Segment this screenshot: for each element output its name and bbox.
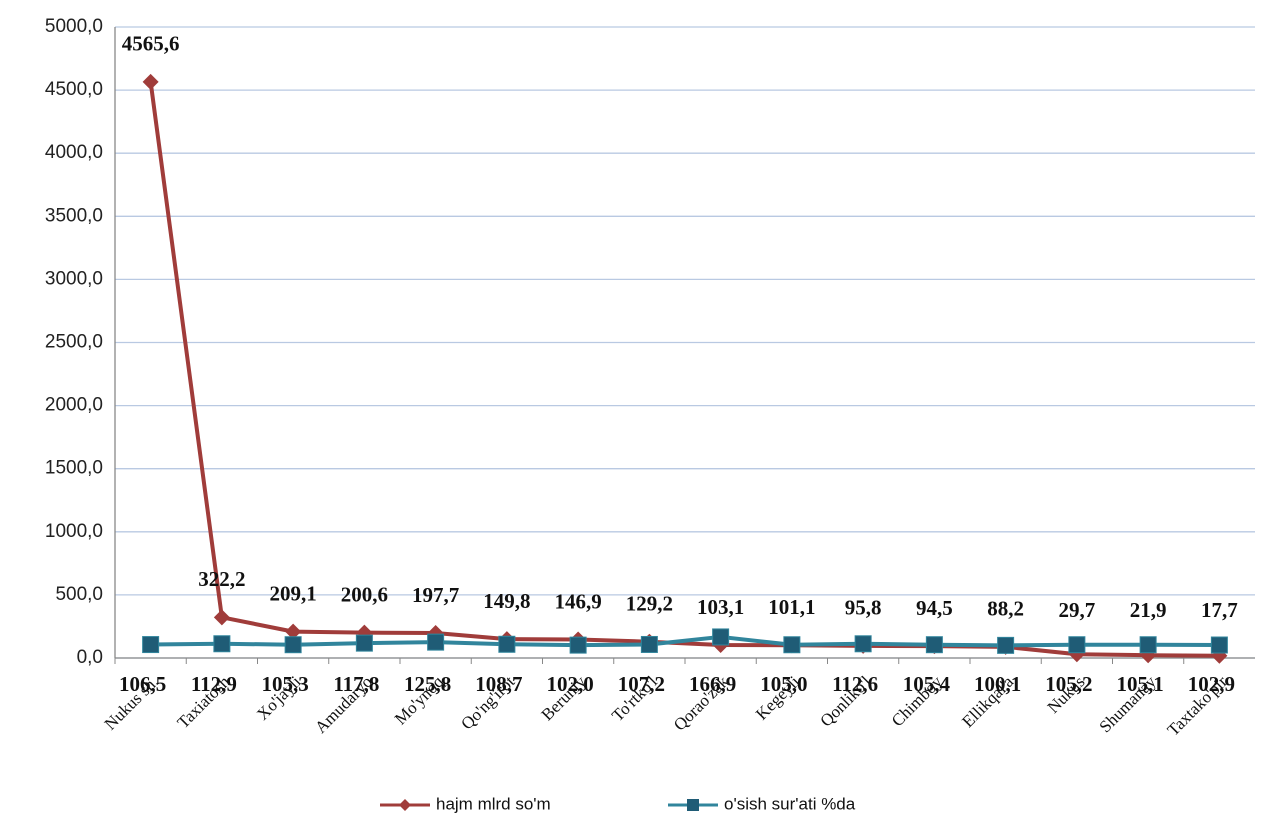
y-tick-label: 5000,0 (45, 16, 103, 37)
data-label: 4565,6 (122, 32, 180, 56)
data-label: 105,0 (760, 672, 807, 696)
marker (640, 635, 658, 653)
data-label: 105,4 (903, 672, 951, 696)
y-tick-label: 4000,0 (45, 142, 103, 163)
data-label: 197,7 (412, 583, 459, 607)
y-tick-label: 4500,0 (45, 79, 103, 100)
marker (498, 635, 516, 653)
legend-label: hajm mlrd so'm (436, 794, 551, 813)
data-label: 209,1 (270, 581, 317, 605)
data-label: 101,1 (768, 595, 815, 619)
data-label: 149,8 (483, 589, 530, 613)
marker (285, 623, 302, 640)
data-label: 21,9 (1130, 598, 1167, 622)
marker (1210, 636, 1228, 654)
legend-label: o'sish sur'ati %da (724, 794, 856, 813)
y-tick-label: 2000,0 (45, 395, 103, 416)
marker (712, 628, 730, 646)
data-label: 129,2 (626, 592, 673, 616)
marker (997, 636, 1015, 654)
data-label: 117,8 (333, 672, 379, 696)
data-label: 125,8 (404, 672, 451, 696)
marker (925, 636, 943, 654)
y-tick-label: 0,0 (77, 647, 103, 668)
data-label: 17,7 (1201, 598, 1238, 622)
data-label: 108,7 (475, 672, 522, 696)
data-label: 200,6 (341, 582, 388, 606)
marker (1139, 636, 1157, 654)
legend-marker (399, 799, 411, 811)
marker (783, 636, 801, 654)
data-label: 102,9 (1188, 672, 1235, 696)
marker (213, 635, 231, 653)
data-label: 88,2 (987, 597, 1024, 621)
marker (1068, 636, 1086, 654)
y-tick-label: 3500,0 (45, 205, 103, 226)
data-label: 107,2 (618, 672, 665, 696)
data-label: 94,5 (916, 596, 953, 620)
y-tick-label: 1500,0 (45, 458, 103, 479)
marker (427, 633, 445, 651)
y-tick-label: 500,0 (55, 584, 103, 605)
data-label: 322,2 (198, 567, 245, 591)
y-tick-label: 1000,0 (45, 521, 103, 542)
data-label: 112,9 (191, 672, 237, 696)
data-label: 112,6 (832, 672, 878, 696)
data-label: 102,0 (547, 672, 594, 696)
data-label: 100,1 (974, 672, 1021, 696)
data-label: 29,7 (1059, 598, 1096, 622)
data-label: 103,1 (697, 595, 744, 619)
marker (213, 609, 230, 626)
series-line (148, 81, 1220, 658)
marker (569, 636, 587, 654)
data-label: 146,9 (555, 589, 602, 613)
data-label: 166,9 (689, 672, 736, 696)
data-label: 106,5 (119, 672, 166, 696)
data-label: 105,3 (262, 672, 309, 696)
marker (854, 635, 872, 653)
y-tick-label: 2500,0 (45, 332, 103, 353)
data-label: 105,2 (1045, 672, 1092, 696)
data-label: 95,8 (845, 596, 882, 620)
marker (142, 636, 160, 654)
legend-marker (687, 799, 699, 811)
marker (142, 73, 159, 90)
marker (284, 636, 302, 654)
y-tick-label: 3000,0 (45, 268, 103, 289)
marker (355, 634, 373, 652)
series-line (150, 634, 1220, 648)
data-label: 105,1 (1117, 672, 1164, 696)
